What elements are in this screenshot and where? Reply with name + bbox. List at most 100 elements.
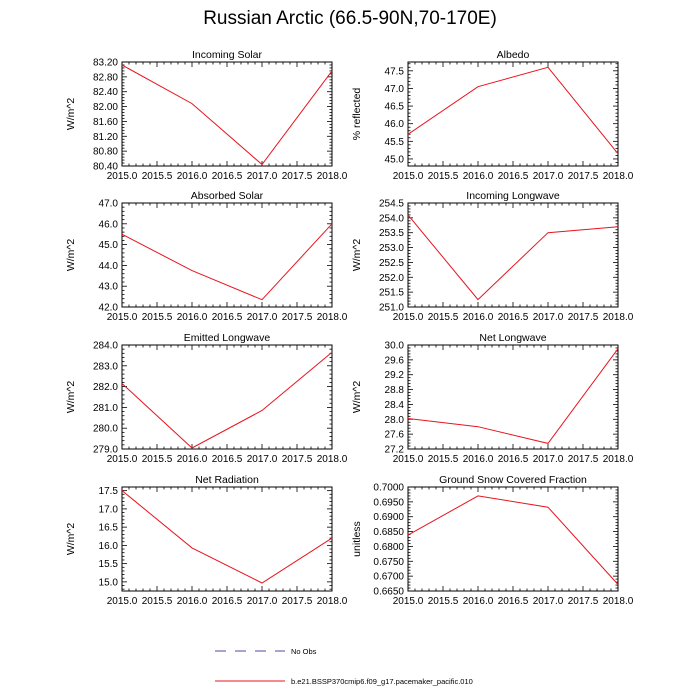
x-tick-label: 2016.0 — [463, 596, 494, 607]
x-tick-label: 2017.5 — [568, 596, 599, 607]
x-tick-label: 2015.5 — [142, 312, 173, 323]
x-tick-label: 2018.0 — [317, 454, 348, 465]
chart-title: Net Radiation — [195, 474, 259, 486]
x-tick-label: 2017.0 — [533, 312, 564, 323]
series-line — [407, 348, 619, 444]
chart-title: Net Longwave — [479, 332, 546, 344]
y-tick-label: 46.5 — [385, 102, 405, 113]
y-tick-label: 251.0 — [379, 303, 404, 314]
y-tick-label: 82.00 — [93, 102, 118, 113]
series-line — [407, 495, 619, 585]
y-tick-label: 82.40 — [93, 87, 118, 98]
y-tick-label: 16.0 — [99, 541, 119, 552]
x-tick-label: 2018.0 — [317, 312, 348, 323]
x-tick-label: 2016.0 — [177, 454, 208, 465]
x-tick-label: 2016.0 — [463, 312, 494, 323]
x-tick-label: 2017.0 — [533, 171, 564, 182]
x-tick-label: 2015.0 — [107, 596, 138, 607]
y-tick-label: 0.6650 — [373, 587, 404, 598]
y-tick-label: 282.0 — [93, 382, 118, 393]
y-tick-label: 17.0 — [99, 504, 119, 515]
chart-panel-2: Albedo % reflected 2015.0 2015.5 2016.0 2016.… — [351, 49, 634, 182]
y-tick-label: 47.0 — [99, 199, 119, 210]
chart-panel-4: Incoming Longwave W/m^2 2015.0 2015.5 2016.0… — [351, 190, 634, 323]
x-tick-label: 2015.0 — [393, 596, 424, 607]
x-tick-label: 2016.0 — [177, 171, 208, 182]
y-tick-label: 284.0 — [93, 341, 118, 352]
chart-panel-7: Net Radiation W/m^2 2015.0 2015.5 2016.0 2016… — [65, 474, 348, 607]
x-tick-label: 2015.5 — [142, 454, 173, 465]
y-axis-label: % reflected — [351, 88, 363, 141]
x-tick-label: 2016.5 — [498, 596, 529, 607]
y-tick-label: 279.0 — [93, 445, 118, 456]
x-tick-label: 2017.0 — [247, 454, 278, 465]
x-tick-label: 2016.0 — [177, 596, 208, 607]
y-axis-label: W/m^2 — [65, 523, 77, 556]
x-tick-label: 2016.5 — [498, 454, 529, 465]
y-tick-label: 29.2 — [385, 370, 405, 381]
chart-title: Incoming Solar — [192, 49, 263, 61]
x-tick-label: 2018.0 — [317, 171, 348, 182]
y-tick-label: 254.0 — [379, 213, 404, 224]
x-tick-label: 2016.5 — [212, 596, 243, 607]
y-tick-label: 0.6700 — [373, 572, 404, 583]
series-line — [121, 223, 333, 301]
y-tick-label: 15.0 — [99, 577, 119, 588]
x-tick-label: 2016.5 — [212, 312, 243, 323]
plot-frame — [121, 202, 333, 308]
x-tick-label: 2017.0 — [533, 596, 564, 607]
plot-frame — [407, 202, 619, 308]
y-tick-label: 0.6750 — [373, 557, 404, 568]
y-tick-label: 0.6900 — [373, 512, 404, 523]
y-tick-label: 0.7000 — [373, 483, 404, 494]
series-line — [121, 64, 333, 166]
chart-panel-8: Ground Snow Covered Fraction unitless 2015… — [351, 474, 634, 607]
y-axis-label: W/m^2 — [351, 239, 363, 272]
x-tick-label: 2018.0 — [603, 312, 634, 323]
y-tick-label: 27.6 — [385, 430, 405, 441]
plot-frame — [121, 344, 333, 450]
y-tick-label: 253.5 — [379, 228, 404, 239]
x-tick-label: 2017.5 — [568, 312, 599, 323]
series-line — [121, 351, 333, 449]
y-tick-label: 83.20 — [93, 58, 118, 69]
y-axis-label: W/m^2 — [65, 239, 77, 272]
x-tick-label: 2016.0 — [463, 454, 494, 465]
y-axis-label: unitless — [351, 521, 363, 557]
x-tick-label: 2015.0 — [393, 454, 424, 465]
x-tick-label: 2015.0 — [393, 171, 424, 182]
legend-label-case: b.e21.BSSP370cmip6.f09_g17.pacemaker_pac… — [291, 677, 473, 686]
y-tick-label: 45.0 — [99, 240, 119, 251]
series-line — [407, 66, 619, 155]
chart-title: Absorbed Solar — [191, 190, 264, 202]
y-tick-label: 251.5 — [379, 288, 404, 299]
x-tick-label: 2015.5 — [428, 454, 459, 465]
y-tick-label: 27.2 — [385, 445, 405, 456]
x-tick-label: 2016.5 — [498, 312, 529, 323]
x-tick-label: 2017.5 — [282, 312, 313, 323]
y-tick-label: 252.0 — [379, 273, 404, 284]
y-tick-label: 42.0 — [99, 303, 119, 314]
x-tick-label: 2015.5 — [142, 171, 173, 182]
x-tick-label: 2016.0 — [177, 312, 208, 323]
x-tick-label: 2015.0 — [107, 171, 138, 182]
y-tick-label: 17.5 — [99, 486, 119, 497]
x-tick-label: 2015.0 — [107, 454, 138, 465]
chart-panel-3: Absorbed Solar W/m^2 2015.0 2015.5 2016.0 201… — [65, 190, 348, 323]
chart-title: Emitted Longwave — [184, 332, 271, 344]
x-tick-label: 2018.0 — [603, 454, 634, 465]
y-tick-label: 44.0 — [99, 261, 119, 272]
y-axis-label: W/m^2 — [65, 98, 77, 131]
y-tick-label: 46.0 — [385, 119, 405, 130]
y-tick-label: 0.6850 — [373, 527, 404, 538]
y-tick-label: 283.0 — [93, 361, 118, 372]
series-line — [121, 490, 333, 584]
y-tick-label: 45.5 — [385, 137, 405, 148]
chart-title: Albedo — [497, 49, 530, 61]
x-tick-label: 2017.0 — [247, 312, 278, 323]
y-tick-label: 43.0 — [99, 282, 119, 293]
chart-panel-1: Incoming Solar W/m^2 2015.0 2015.5 2016.0 201… — [65, 49, 348, 182]
x-tick-label: 2017.5 — [282, 171, 313, 182]
x-tick-label: 2018.0 — [603, 171, 634, 182]
x-tick-label: 2016.5 — [212, 454, 243, 465]
